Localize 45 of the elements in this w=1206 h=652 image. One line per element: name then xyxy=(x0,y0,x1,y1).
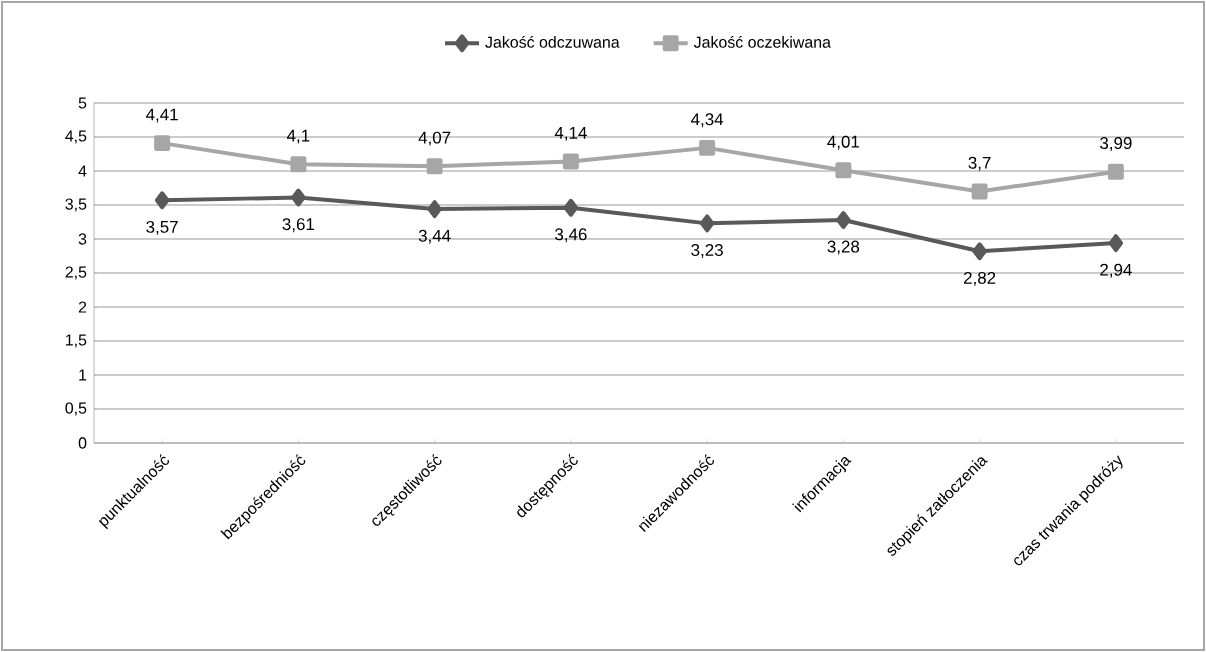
data-label: 4,01 xyxy=(827,135,860,150)
data-label: 3,57 xyxy=(146,220,178,235)
data-label: 3,28 xyxy=(827,240,860,255)
point xyxy=(154,191,170,210)
data-label: 3,46 xyxy=(555,228,587,243)
point xyxy=(836,210,851,229)
point xyxy=(562,153,579,170)
point xyxy=(154,135,171,152)
data-label: 3,44 xyxy=(418,229,451,244)
point xyxy=(291,188,306,207)
y-tick-label: 0,5 xyxy=(65,402,87,416)
data-label: 2,82 xyxy=(963,271,996,286)
legend-label: Jakość oczekiwana xyxy=(693,35,831,48)
data-label: 4,34 xyxy=(691,113,724,128)
point xyxy=(971,183,988,200)
data-label: 3,23 xyxy=(691,244,723,258)
point xyxy=(426,158,443,175)
data-label: 3,7 xyxy=(968,156,991,171)
data-label: 4,14 xyxy=(554,127,587,141)
legend-label: Jakość odczuwana xyxy=(485,35,620,48)
point xyxy=(699,139,716,156)
y-tick-label: 0 xyxy=(78,437,87,449)
data-label: 4,41 xyxy=(146,108,178,123)
y-tick-label: 4 xyxy=(78,165,87,177)
y-tick-label: 5 xyxy=(78,97,87,109)
y-tick-label: 3,5 xyxy=(65,198,87,212)
y-tick-label: 1,5 xyxy=(66,334,87,348)
data-label: 4,07 xyxy=(418,131,451,146)
point xyxy=(699,214,715,233)
y-tick-label: 3 xyxy=(78,233,87,245)
point xyxy=(972,242,987,261)
point xyxy=(290,156,307,173)
point xyxy=(563,198,579,217)
y-tick-label: 1 xyxy=(79,369,87,381)
y-tick-label: 4,5 xyxy=(65,130,87,144)
point xyxy=(1108,234,1124,253)
y-tick-label: 2,5 xyxy=(65,266,87,280)
data-label: 3,61 xyxy=(282,218,315,233)
data-label: 2,94 xyxy=(1100,263,1132,278)
data-label: 4,1 xyxy=(286,129,310,144)
point xyxy=(1107,163,1124,180)
point xyxy=(835,162,852,179)
data-label: 3,99 xyxy=(1100,137,1132,152)
point xyxy=(427,200,442,219)
y-tick-label: 2 xyxy=(78,301,87,313)
